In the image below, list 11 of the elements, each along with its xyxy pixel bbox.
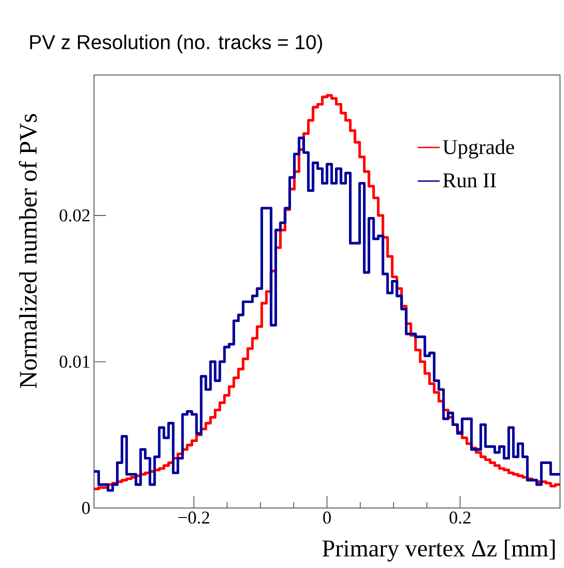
chart-title: PV z Resolution (no. tracks = 10) [30,34,322,54]
legend-label: Upgrade [442,139,514,158]
x-axis-title: Primary vertex Δz [mm] [322,540,555,562]
x-tick-label: 0.2 [450,512,470,524]
y-tick-label: 0.01 [60,356,90,368]
y-axis-title: Normalized number of PVs [18,114,37,388]
legend-label: Run II [443,173,496,188]
x-tick-label: −0.2 [178,512,210,524]
x-tick-label: 0 [323,512,331,524]
y-tick-label: 0.02 [60,209,90,222]
y-tick-label: 0 [82,502,90,514]
